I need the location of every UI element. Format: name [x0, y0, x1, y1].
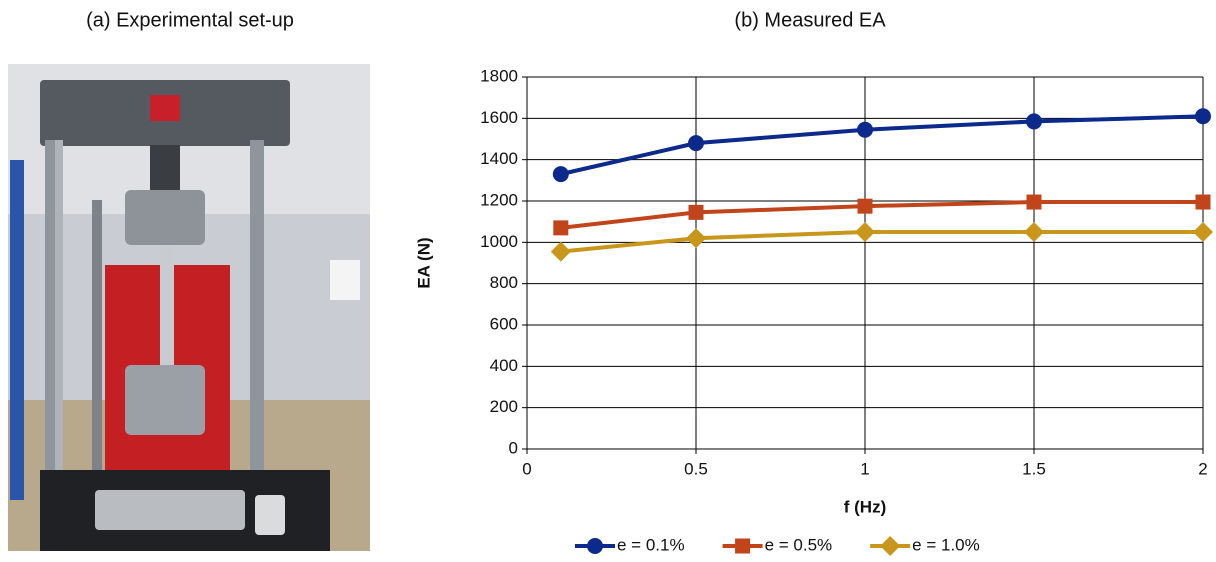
marker	[857, 198, 873, 214]
marker	[1026, 194, 1042, 210]
marker	[1026, 113, 1042, 130]
series-line	[560, 230, 1203, 254]
marker	[1195, 108, 1211, 125]
y-tick-label: 400	[490, 356, 518, 375]
legend-label: e = 0.5%	[765, 535, 833, 554]
photo	[8, 64, 370, 551]
y-tick-label: 1800	[480, 66, 518, 85]
x-tick-label: 1.5	[1022, 459, 1046, 478]
x-tick-label: 1	[860, 459, 869, 478]
x-tick-label: 2	[1198, 459, 1207, 478]
marker	[855, 222, 875, 242]
marker	[735, 538, 751, 554]
marker	[1024, 222, 1044, 242]
legend-label: e = 1.0%	[912, 535, 980, 554]
chart-title: (b) Measured EA	[734, 9, 886, 31]
legend-label: e = 0.1%	[617, 535, 685, 554]
marker	[1195, 194, 1211, 210]
y-tick-label: 600	[490, 314, 518, 333]
marker	[553, 220, 569, 236]
x-axis-label: f (Hz)	[844, 497, 886, 516]
marker	[880, 536, 901, 556]
y-tick-label: 200	[490, 397, 518, 416]
marker	[587, 538, 603, 554]
y-tick-label: 1600	[480, 108, 518, 127]
x-tick-label: 0.5	[684, 459, 708, 478]
marker	[688, 135, 704, 152]
panel-title: (a) Experimental set-up	[86, 9, 294, 31]
y-tick-label: 1200	[480, 190, 518, 209]
series-line	[560, 200, 1203, 230]
marker	[686, 228, 706, 249]
x-tick-label: 0	[522, 459, 531, 478]
y-tick-label: 800	[490, 273, 518, 292]
y-tick-label: 0	[509, 438, 518, 457]
series-line	[560, 114, 1204, 177]
marker	[857, 121, 873, 138]
marker	[552, 166, 569, 183]
y-axis-label: EA (N)	[414, 237, 433, 288]
marker	[688, 204, 704, 220]
y-tick-label: 1400	[480, 149, 518, 168]
y-tick-label: 1000	[480, 232, 518, 251]
marker	[1193, 222, 1213, 242]
marker	[550, 241, 571, 262]
